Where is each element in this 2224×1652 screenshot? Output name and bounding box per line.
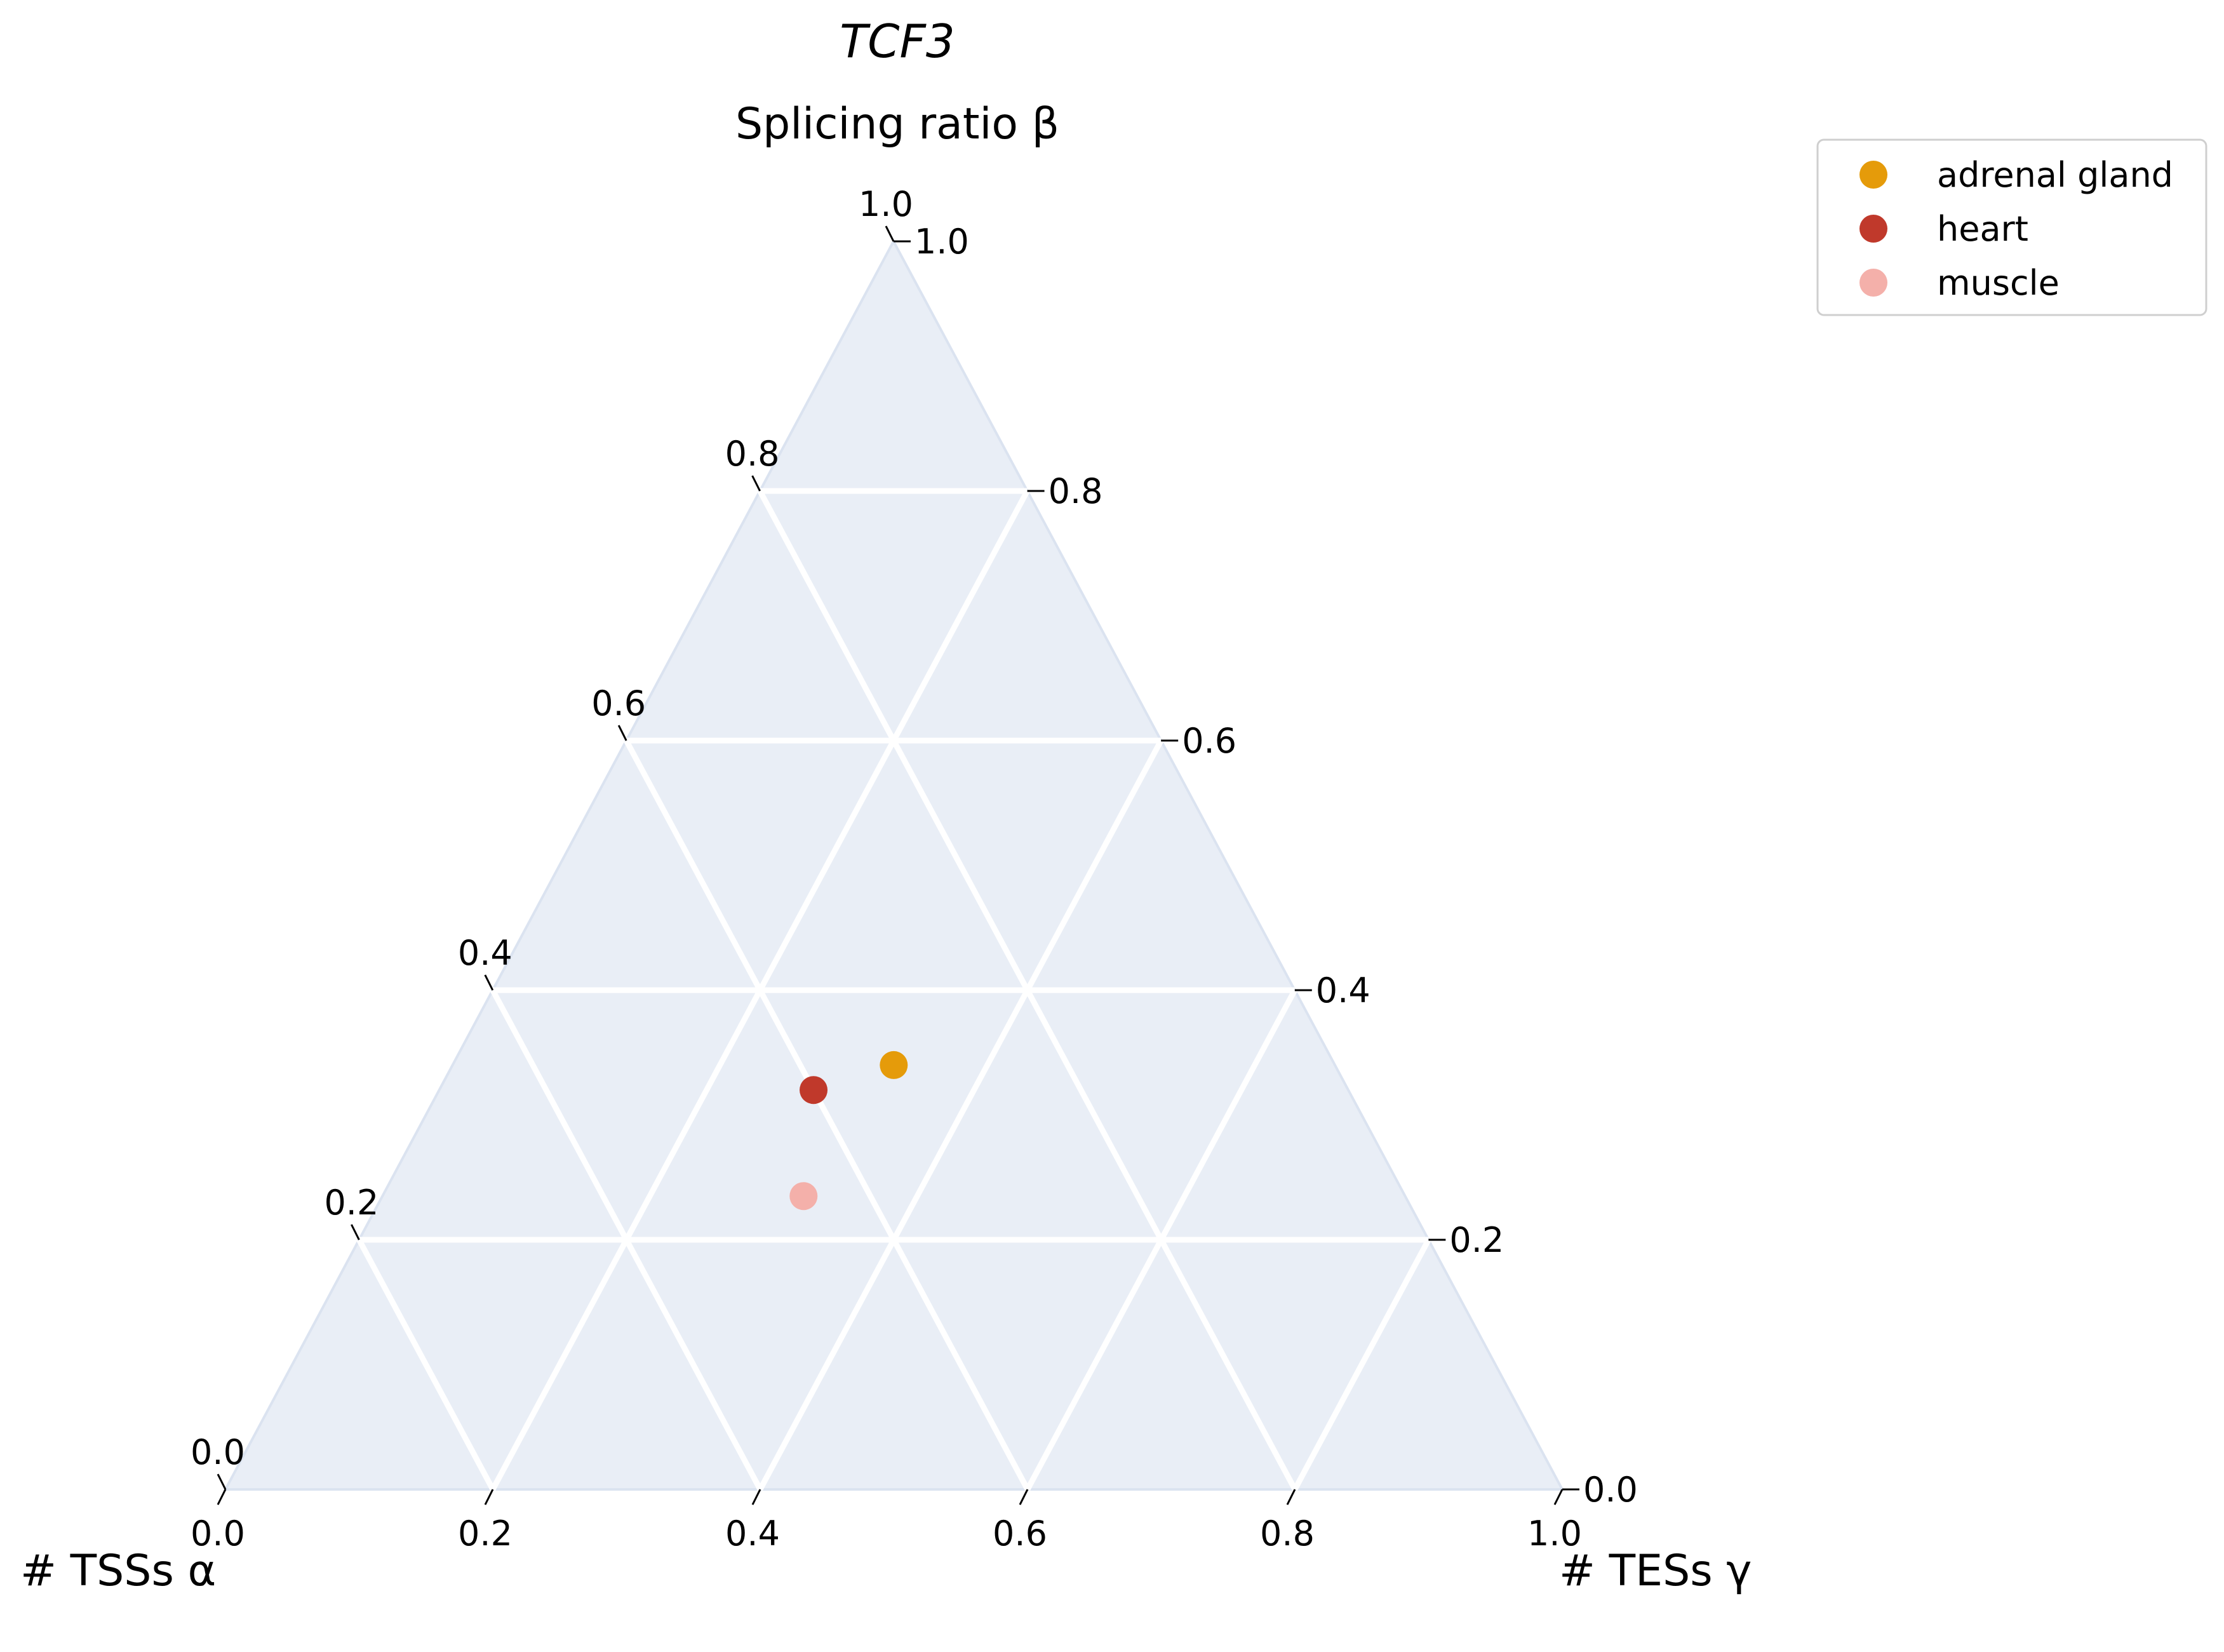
grid-line bbox=[1292, 1238, 1431, 1491]
left-tick-label: 0.6 bbox=[591, 683, 646, 723]
axis-ticks: 0.0 0.0 0.0 0.2 0.2 0.2 0.4 0.4 0.4 0.6 0.6 0.6 0.8 0… bbox=[191, 184, 1638, 1554]
right-tick-label: 0.2 bbox=[1449, 1220, 1504, 1260]
bottom-tick bbox=[1553, 1489, 1564, 1505]
plot-area bbox=[223, 238, 1565, 1491]
point-muscle bbox=[789, 1182, 818, 1211]
top-axis-title: Splicing ratio β bbox=[735, 99, 1059, 149]
grid-line bbox=[490, 988, 763, 1491]
bottom-tick bbox=[751, 1489, 761, 1505]
right-tick-label: 1.0 bbox=[914, 222, 969, 262]
right-axis-title: # TESs γ bbox=[1559, 1546, 1752, 1596]
left-tick bbox=[217, 1474, 227, 1490]
left-tick-label: 0.8 bbox=[725, 434, 780, 474]
left-tick bbox=[617, 725, 627, 741]
bottom-tick-label: 1.0 bbox=[1527, 1514, 1582, 1554]
left-tick-label: 0.0 bbox=[191, 1432, 245, 1472]
bottom-tick-label: 0.6 bbox=[993, 1514, 1047, 1554]
legend-label: heart bbox=[1937, 209, 2028, 249]
bottom-tick-label: 0.8 bbox=[1260, 1514, 1315, 1554]
grid-line bbox=[356, 1238, 495, 1491]
right-tick-label: 0.6 bbox=[1182, 721, 1236, 761]
left-tick-label: 0.4 bbox=[458, 933, 512, 973]
left-tick bbox=[484, 974, 494, 991]
legend-frame bbox=[1816, 138, 2207, 316]
legend: adrenal gland heart muscle bbox=[1816, 138, 2207, 316]
bottom-tick bbox=[217, 1489, 227, 1505]
bottom-tick bbox=[1019, 1489, 1029, 1505]
right-tick-label: 0.8 bbox=[1048, 471, 1103, 511]
left-axis-title: # TSSs α bbox=[20, 1546, 216, 1596]
chart-title: TCF3 bbox=[840, 15, 955, 68]
legend-marker bbox=[1859, 161, 1887, 189]
left-tick bbox=[351, 1224, 360, 1240]
left-tick-label: 1.0 bbox=[859, 184, 913, 224]
grid-lines bbox=[356, 488, 1431, 1491]
bottom-tick-label: 0.2 bbox=[458, 1514, 512, 1554]
right-tick-label: 0.0 bbox=[1583, 1470, 1638, 1510]
legend-label: muscle bbox=[1937, 263, 2060, 303]
legend-marker bbox=[1859, 215, 1887, 243]
left-tick bbox=[751, 475, 761, 492]
bottom-tick-label: 0.4 bbox=[725, 1514, 780, 1554]
bottom-tick-label: 0.0 bbox=[191, 1514, 245, 1554]
bottom-tick bbox=[484, 1489, 494, 1505]
point-heart bbox=[800, 1076, 828, 1105]
legend-label: adrenal gland bbox=[1937, 155, 2173, 195]
grid-line bbox=[758, 739, 1164, 1491]
bottom-tick bbox=[1286, 1489, 1296, 1505]
left-tick bbox=[885, 225, 895, 242]
legend-marker bbox=[1859, 269, 1887, 297]
grid-line bbox=[624, 739, 1030, 1491]
point-adrenal-gland bbox=[880, 1051, 908, 1079]
data-points bbox=[789, 1051, 908, 1211]
left-tick-label: 0.2 bbox=[324, 1183, 378, 1223]
right-tick-label: 0.4 bbox=[1316, 970, 1370, 1011]
grid-line bbox=[1025, 988, 1297, 1491]
